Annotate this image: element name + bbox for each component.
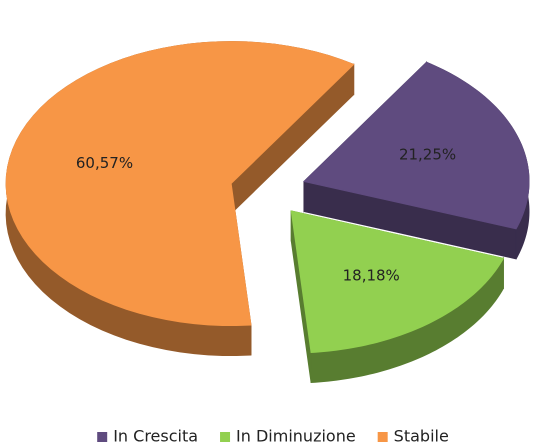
slice (302, 61, 530, 230)
data-label: 18,18% (343, 267, 400, 285)
legend: In Crescita In Diminuzione Stabile (97, 427, 449, 446)
legend-label: Stabile (394, 427, 449, 446)
data-label: 21,25% (399, 145, 456, 163)
slice (5, 41, 355, 327)
legend-swatch (220, 432, 231, 442)
legend-label: In Diminuzione (236, 427, 356, 446)
legend-swatch (97, 432, 108, 442)
slice (290, 210, 505, 354)
legend-swatch (377, 432, 388, 442)
data-label: 60,57% (76, 154, 133, 172)
legend-label: In Crescita (113, 427, 198, 446)
